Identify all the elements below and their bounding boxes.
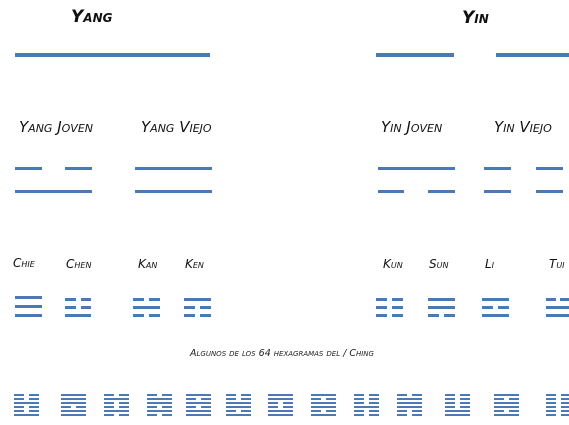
- hexagram-caption: Algunos de los 64 hexagramas del / Ching: [190, 348, 374, 359]
- yang-joven-label: Yang Joven: [19, 118, 93, 136]
- yin-viejo-label: Yin Viejo: [494, 118, 552, 136]
- trigram-sun-label: Sun: [429, 257, 449, 271]
- trigram-kun-label: Kun: [383, 257, 403, 271]
- yin-label: Yin: [462, 8, 489, 28]
- trigram-kan-label: Kan: [138, 257, 158, 271]
- trigram-chen-label: Chen: [66, 257, 92, 271]
- yin-joven-label: Yin Joven: [381, 118, 443, 136]
- trigram-tui-label: Tui: [549, 257, 565, 271]
- trigram-chie-label: Chie: [13, 256, 35, 270]
- trigram-li-label: Li: [485, 257, 495, 271]
- yang-label: Yang: [71, 7, 113, 27]
- yang-viejo-label: Yang Viejo: [141, 118, 212, 136]
- trigram-ken-label: Ken: [185, 257, 204, 271]
